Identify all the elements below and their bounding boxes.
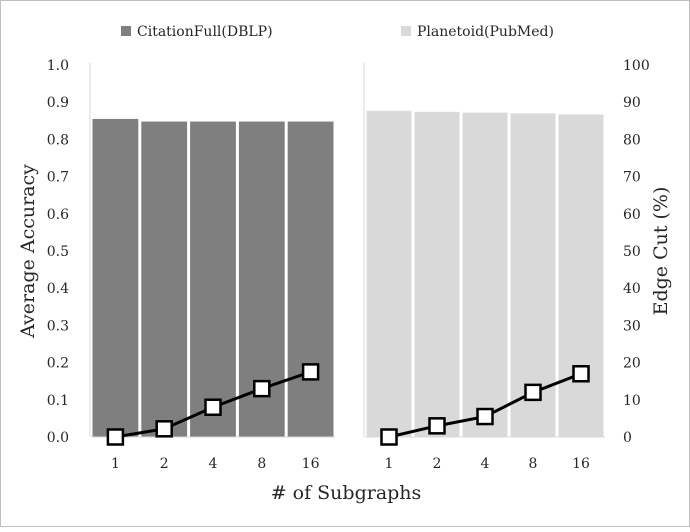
edge-cut-marker bbox=[253, 379, 271, 398]
edge-cut-marker bbox=[572, 365, 590, 383]
edge-cut-marker bbox=[106, 428, 125, 446]
x-tick-label: 2 bbox=[433, 456, 442, 472]
edge-cut-marker bbox=[380, 428, 398, 446]
left-tick-label: 0.1 bbox=[47, 393, 69, 409]
right-tick-label: 90 bbox=[623, 95, 641, 111]
edge-cut-marker bbox=[476, 407, 494, 426]
left-tick-label: 0.3 bbox=[47, 318, 69, 334]
legend-swatch bbox=[121, 26, 131, 36]
x-tick-label: 16 bbox=[572, 456, 590, 472]
chart-panels: 1 2 4 8 16 1 2 4 8 16 bbox=[89, 63, 605, 472]
left-tick-label: 0.2 bbox=[47, 356, 69, 372]
right-tick-label: 40 bbox=[623, 281, 641, 297]
right-tick-label: 30 bbox=[623, 318, 641, 334]
left-tick-label: 0.0 bbox=[47, 430, 69, 446]
x-tick-label: 1 bbox=[111, 456, 120, 472]
panel-2: 1 2 4 8 16 bbox=[363, 63, 605, 472]
right-axis-title: Edge Cut (%) bbox=[650, 187, 672, 316]
x-tick-label: 8 bbox=[529, 456, 538, 472]
x-tick-label: 4 bbox=[209, 456, 218, 472]
left-axis-title: Average Accuracy bbox=[17, 164, 39, 339]
right-tick-label: 70 bbox=[623, 170, 641, 186]
right-tick-label: 50 bbox=[623, 244, 641, 260]
bar bbox=[510, 113, 556, 438]
left-tick-label: 0.9 bbox=[47, 95, 69, 111]
bar bbox=[287, 121, 334, 437]
left-tick-label: 0.4 bbox=[47, 281, 69, 297]
edge-cut-marker bbox=[428, 417, 446, 435]
left-tick-label: 0.5 bbox=[47, 244, 69, 260]
bar bbox=[558, 114, 604, 437]
left-tick-label: 0.8 bbox=[47, 132, 69, 148]
right-tick-label: 10 bbox=[623, 393, 641, 409]
bar bbox=[190, 121, 236, 437]
legend: CitationFull(DBLP) Planetoid(PubMed) bbox=[121, 24, 554, 40]
right-tick-label: 60 bbox=[623, 207, 641, 223]
legend-label: CitationFull(DBLP) bbox=[137, 24, 273, 40]
x-tick-label: 4 bbox=[481, 456, 490, 472]
left-tick-label: 0.7 bbox=[47, 170, 69, 186]
edge-cut-marker bbox=[524, 383, 542, 402]
bar bbox=[414, 111, 460, 437]
left-tick-label: 1.0 bbox=[47, 58, 69, 74]
right-tick-label: 0 bbox=[623, 430, 632, 446]
x-axis-title: # of Subgraphs bbox=[271, 482, 422, 504]
right-tick-label: 20 bbox=[623, 356, 641, 372]
left-axis-ticks: 0.0 0.1 0.2 0.3 0.4 0.5 0.6 0.7 0.8 0.9 1.0 bbox=[47, 58, 69, 446]
legend-swatch bbox=[401, 26, 411, 36]
x-tick-label: 16 bbox=[302, 456, 320, 472]
left-tick-label: 0.6 bbox=[47, 207, 69, 223]
panel-1: 1 2 4 8 16 bbox=[89, 63, 335, 472]
x-tick-label: 2 bbox=[160, 456, 169, 472]
right-tick-label: 100 bbox=[623, 58, 650, 74]
x-tick-label: 8 bbox=[257, 456, 266, 472]
edge-cut-marker bbox=[204, 398, 222, 416]
legend-label: Planetoid(PubMed) bbox=[417, 24, 554, 40]
right-axis-ticks: 0 10 20 30 40 50 60 70 80 90 100 bbox=[623, 58, 650, 446]
bar bbox=[462, 112, 508, 437]
edge-cut-marker bbox=[301, 363, 320, 381]
bar bbox=[92, 118, 139, 437]
right-tick-label: 80 bbox=[623, 132, 641, 148]
bar bbox=[141, 121, 188, 437]
bar bbox=[366, 110, 412, 438]
x-tick-label: 1 bbox=[385, 456, 394, 472]
edge-cut-marker bbox=[155, 420, 173, 438]
